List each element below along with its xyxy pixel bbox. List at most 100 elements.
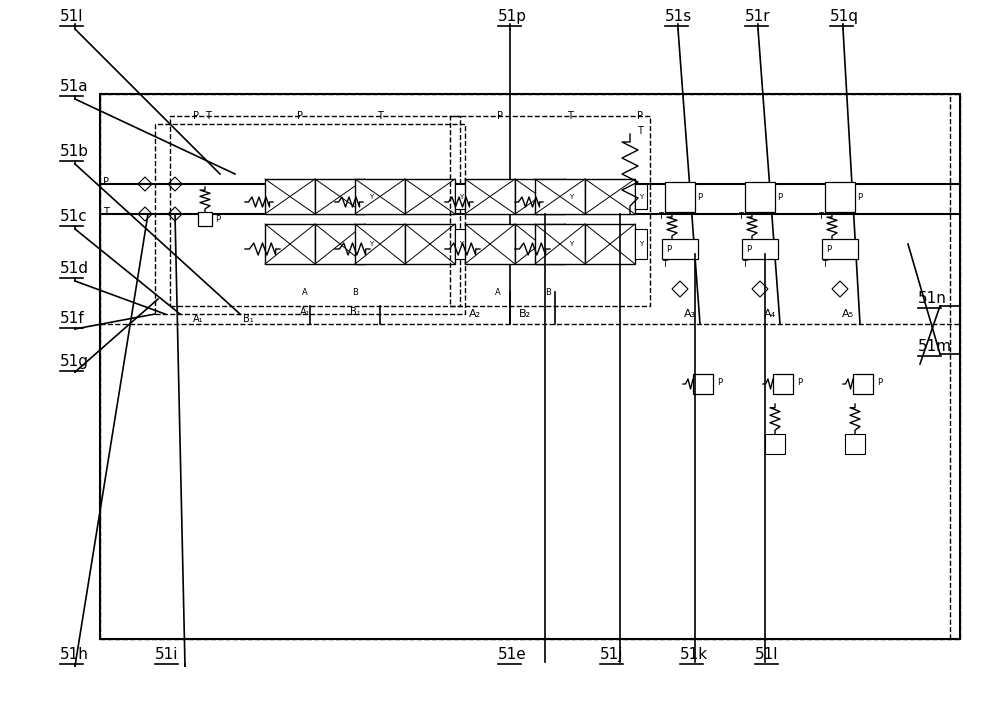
Bar: [745, 182, 775, 212]
Text: B₁: B₁: [243, 314, 253, 324]
Text: T: T: [205, 111, 211, 121]
Text: 51r: 51r: [745, 9, 771, 24]
Bar: [465, 224, 515, 264]
Text: P: P: [637, 111, 643, 121]
Text: 51p: 51p: [498, 9, 527, 24]
Text: A₃: A₃: [684, 309, 696, 319]
Text: Y: Y: [369, 194, 373, 200]
Text: 51s: 51s: [665, 9, 692, 24]
Bar: [515, 224, 565, 264]
Text: T: T: [567, 111, 573, 121]
Text: P: P: [697, 193, 702, 201]
Bar: [825, 182, 855, 212]
Text: 51q: 51q: [830, 9, 859, 24]
Text: P: P: [297, 111, 303, 121]
Text: 51h: 51h: [60, 647, 89, 662]
Bar: [100, 94, 960, 639]
Bar: [585, 224, 635, 264]
Bar: [565, 229, 577, 259]
Text: 51f: 51f: [60, 311, 85, 326]
Text: P: P: [877, 378, 882, 386]
Bar: [198, 212, 212, 226]
Text: T: T: [658, 211, 663, 221]
Bar: [155, 124, 465, 314]
Text: 51g: 51g: [60, 354, 89, 369]
Text: 51l: 51l: [755, 647, 778, 662]
Bar: [693, 374, 713, 394]
Text: T: T: [103, 207, 109, 217]
Bar: [465, 179, 515, 214]
Bar: [742, 239, 778, 259]
Text: T: T: [662, 259, 667, 268]
Bar: [635, 184, 647, 209]
Bar: [665, 182, 695, 212]
Bar: [365, 229, 377, 259]
Text: 51m: 51m: [918, 339, 952, 354]
Text: 51a: 51a: [60, 79, 89, 94]
Bar: [315, 179, 365, 214]
Text: 51b: 51b: [60, 144, 89, 159]
Text: A₄: A₄: [764, 309, 776, 319]
Bar: [100, 94, 960, 639]
Text: A: A: [302, 288, 308, 296]
Text: 51d: 51d: [60, 261, 89, 276]
Bar: [265, 179, 315, 214]
Text: B: B: [352, 288, 358, 296]
Bar: [535, 179, 585, 214]
Text: Y: Y: [639, 194, 643, 200]
Text: A₂: A₂: [469, 309, 481, 319]
Bar: [365, 184, 377, 209]
Bar: [405, 179, 455, 214]
Bar: [455, 184, 467, 209]
Text: Y: Y: [569, 241, 573, 247]
Bar: [585, 179, 635, 214]
Text: P: P: [826, 244, 831, 253]
Text: A: A: [495, 288, 501, 296]
Text: B₂: B₂: [519, 309, 531, 319]
Text: P: P: [857, 193, 862, 201]
Text: P: P: [215, 214, 220, 223]
Text: 51i: 51i: [155, 647, 179, 662]
Bar: [853, 374, 873, 394]
Text: 51e: 51e: [498, 647, 527, 662]
Text: A₁: A₁: [193, 314, 203, 324]
Bar: [822, 239, 858, 259]
Bar: [773, 374, 793, 394]
Text: B: B: [545, 288, 551, 296]
Text: P: P: [797, 378, 802, 386]
Bar: [455, 229, 467, 259]
Bar: [662, 239, 698, 259]
Text: Y: Y: [369, 241, 373, 247]
Text: P: P: [746, 244, 751, 253]
Bar: [355, 224, 405, 264]
Text: T: T: [742, 259, 747, 268]
Text: 51l: 51l: [60, 9, 84, 24]
Text: P: P: [777, 193, 782, 201]
Text: P: P: [193, 111, 199, 121]
Bar: [635, 229, 647, 259]
Text: B₁: B₁: [350, 307, 360, 317]
Bar: [355, 179, 405, 214]
Bar: [845, 434, 865, 454]
Bar: [515, 179, 565, 214]
Text: Y: Y: [459, 241, 463, 247]
Text: T: T: [818, 211, 823, 221]
Text: 51j: 51j: [600, 647, 624, 662]
Bar: [535, 224, 585, 264]
Text: T: T: [377, 111, 383, 121]
Text: T: T: [822, 259, 827, 268]
Text: 51c: 51c: [60, 209, 88, 224]
Bar: [765, 434, 785, 454]
Text: T: T: [738, 211, 743, 221]
Bar: [170, 116, 460, 306]
Bar: [565, 184, 577, 209]
Text: 51n: 51n: [918, 291, 947, 306]
Text: P: P: [497, 111, 503, 121]
Bar: [450, 116, 650, 306]
Text: A₅: A₅: [842, 309, 854, 319]
Text: A₁: A₁: [300, 307, 310, 317]
Text: T: T: [637, 126, 643, 136]
Text: P: P: [103, 177, 109, 187]
Text: P: P: [717, 378, 722, 386]
Bar: [315, 224, 365, 264]
